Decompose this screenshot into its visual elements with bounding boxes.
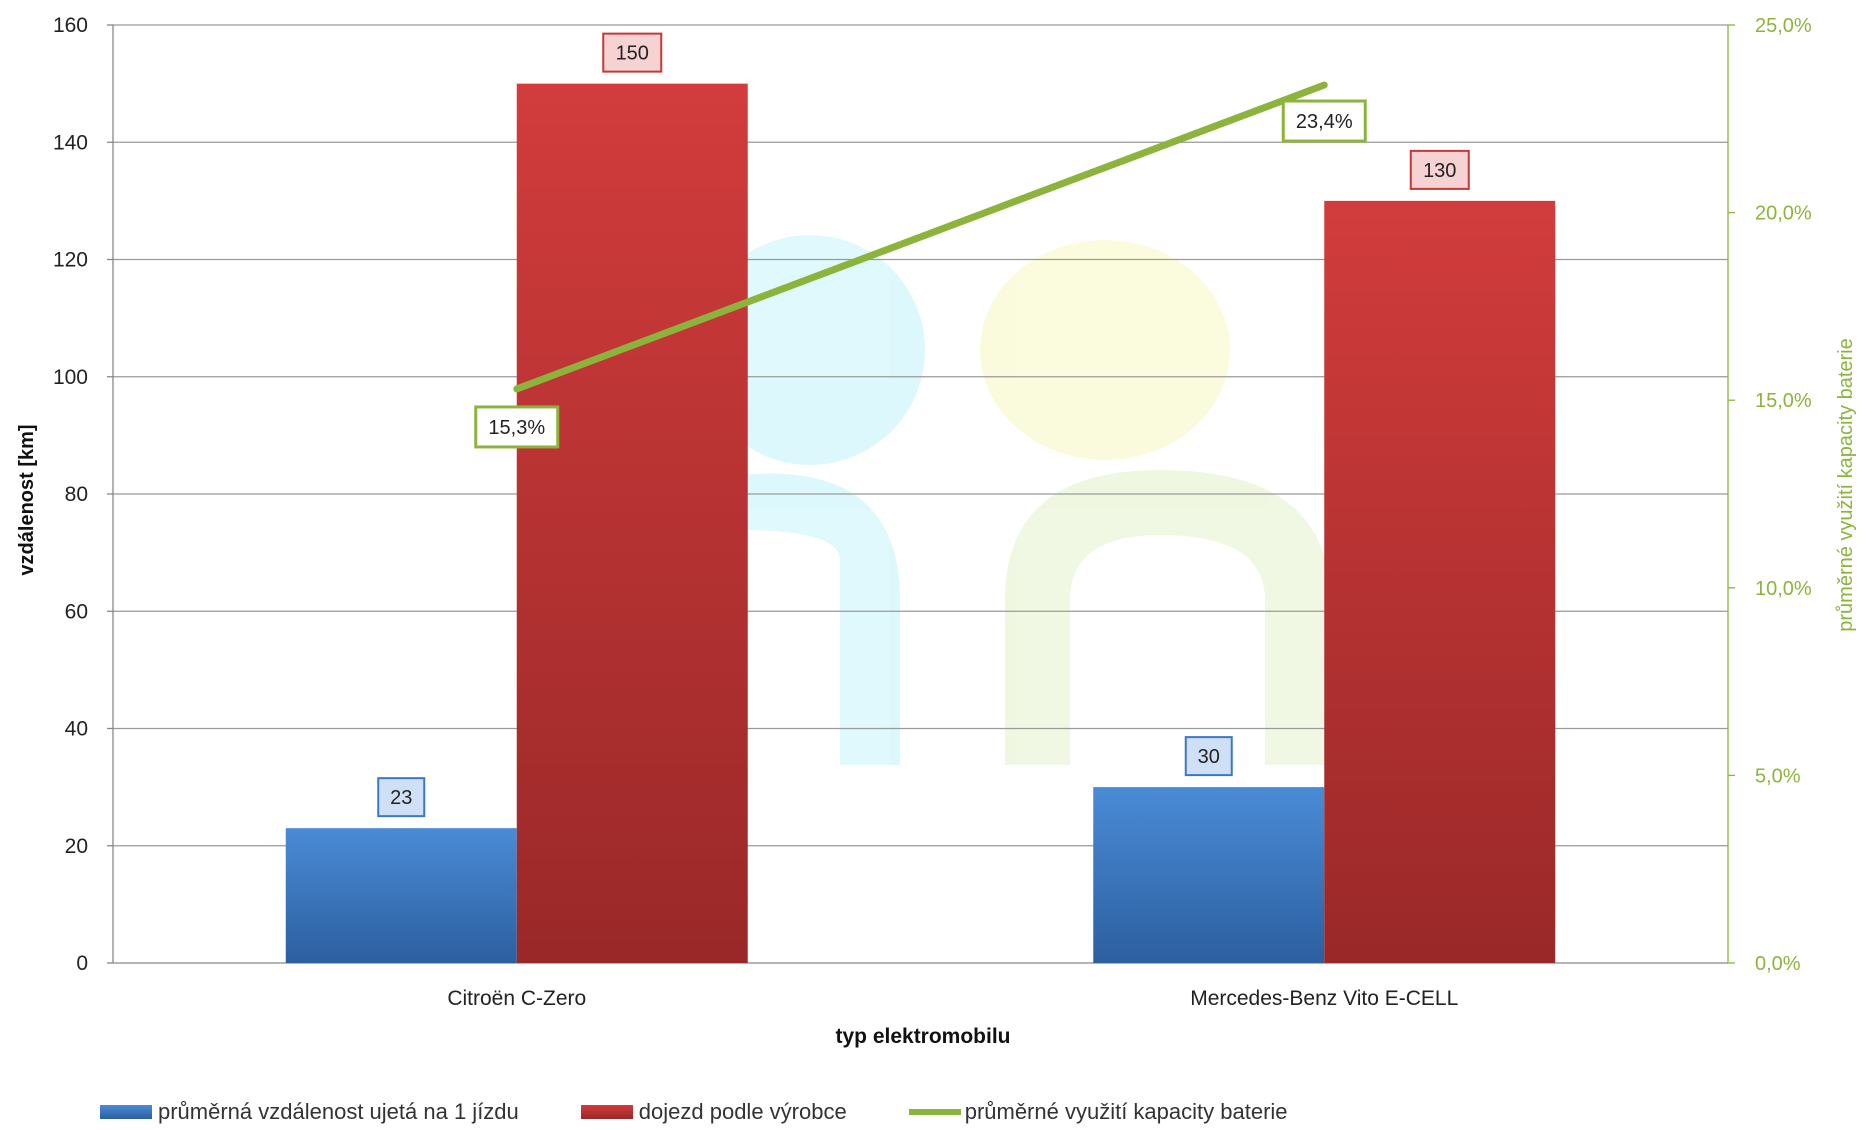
data-labels: 23 30 150 130 15,3% 23,4% (377, 32, 1470, 818)
line-data-label: 23,4% (1296, 111, 1353, 133)
y-tick-label: 80 (65, 483, 88, 506)
x-axis-label: typ elektromobilu (835, 1025, 1010, 1048)
legend-label: dojezd podle výrobce (638, 1099, 847, 1124)
legend-swatch-blue (100, 1105, 152, 1119)
bar-data-label-box (377, 777, 426, 818)
y-axis-label: vzdálenost [km] (16, 424, 38, 575)
y2-tick-label: 0,0% (1755, 953, 1801, 975)
bar (516, 83, 748, 963)
bar-data-label: 30 (1198, 746, 1220, 768)
y-tick-label: 140 (53, 131, 88, 154)
legend-line-green (908, 1109, 961, 1115)
legend-item-battery: průměrné využití kapacity baterie (908, 1099, 1288, 1125)
bar-data-label-box (602, 32, 663, 73)
bar-data-label-box (1184, 736, 1233, 777)
y-tick-label: 0 (76, 952, 88, 975)
y2-axis-label: průměrné využití kapacity baterie (1835, 338, 1857, 631)
watermark-logo (695, 235, 1330, 765)
y2-tick-label: 25,0% (1755, 15, 1812, 37)
y2-tick-label: 5,0% (1755, 765, 1801, 787)
line-data-label-box (474, 405, 560, 449)
y2-tick-label: 10,0% (1755, 578, 1812, 600)
y-tick-label: 40 (65, 718, 88, 741)
bar-series (285, 83, 1556, 963)
bar (1093, 787, 1325, 963)
legend: průměrná vzdálenost ujetá na 1 jízdu doj… (100, 1094, 1350, 1130)
legend-item-avg-distance: průměrná vzdálenost ujetá na 1 jízdu (100, 1099, 519, 1125)
bar (285, 828, 517, 963)
bar-data-label: 130 (1423, 160, 1456, 182)
bar (1324, 200, 1556, 963)
bar-data-label: 150 (616, 43, 649, 65)
y-tick-label: 20 (65, 835, 88, 858)
legend-item-range: dojezd podle výrobce (580, 1099, 847, 1125)
y2-tick-label: 15,0% (1755, 390, 1812, 412)
bar-data-label-box (1409, 149, 1470, 190)
line-data-label-box (1281, 99, 1367, 143)
line-series (513, 81, 1328, 393)
bar-data-label: 23 (390, 787, 412, 809)
y-tick-label: 60 (65, 600, 88, 623)
line-series-path (513, 81, 1328, 393)
y2-tick-label: 20,0% (1755, 203, 1812, 225)
x-tick-label: Citroën C-Zero (447, 987, 586, 1010)
x-tick-label: Mercedes-Benz Vito E-CELL (1190, 987, 1458, 1010)
y-tick-label: 100 (53, 366, 88, 389)
y-tick-label: 120 (53, 249, 88, 272)
y-tick-label: 160 (53, 14, 88, 37)
legend-label: průměrné využití kapacity baterie (964, 1099, 1288, 1124)
line-data-label: 15,3% (488, 417, 545, 439)
legend-swatch-red (580, 1105, 633, 1119)
legend-label: průměrná vzdálenost ujetá na 1 jízdu (158, 1099, 519, 1124)
